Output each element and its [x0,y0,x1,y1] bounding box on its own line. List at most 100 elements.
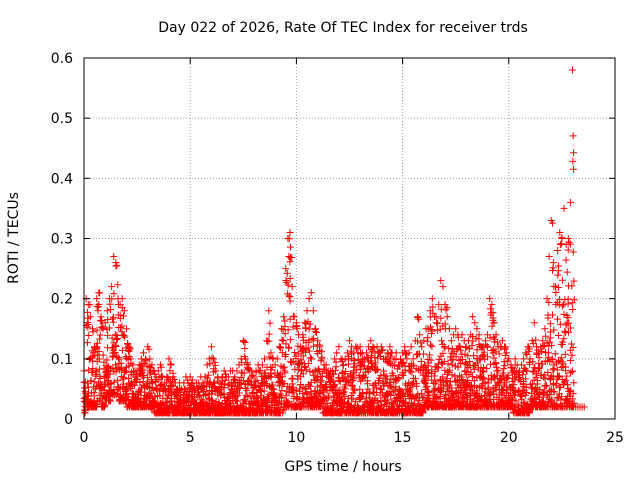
data-point [128,389,136,397]
data-point [233,367,241,375]
data-point [148,375,156,383]
data-point [484,343,492,351]
data-point [418,389,426,397]
data-point [87,377,95,385]
data-point [278,394,286,402]
data-point [341,393,349,401]
data-point [564,235,572,242]
data-point [357,366,365,374]
data-point [266,319,274,327]
data-point [331,381,339,389]
data-point [86,301,94,309]
data-point [565,328,573,336]
data-point [256,367,264,375]
data-point [92,366,100,374]
data-point [98,316,106,324]
data-point [432,313,440,321]
data-point [554,247,562,255]
data-point [167,361,175,369]
data-point [96,289,104,297]
data-point [509,384,517,392]
data-point [562,256,570,264]
data-point [396,355,404,363]
data-point [302,324,310,332]
data-point [212,367,220,375]
data-point [99,401,107,409]
data-point [557,240,565,248]
data-point [333,349,341,357]
data-point [560,335,568,343]
data-point [284,382,292,390]
data-point [570,296,578,304]
data-point [560,204,568,212]
x-tick-label: 0 [80,430,89,446]
data-point [455,392,463,400]
data-point [115,385,123,393]
data-point [286,258,294,266]
data-point [436,392,444,400]
data-point [569,395,577,403]
data-point [558,393,566,401]
data-point [220,367,228,375]
data-point [95,355,103,363]
data-point [448,393,456,401]
data-point [107,397,115,405]
data-point [529,340,537,348]
data-point [163,399,171,407]
data-point [118,295,126,303]
data-point [240,338,248,346]
data-point [439,349,447,357]
data-point [112,343,120,351]
data-point [510,402,518,410]
data-point [566,240,574,248]
data-point [384,390,392,398]
data-point [107,380,115,388]
data-point [335,343,343,351]
data-point [357,377,365,385]
data-point [389,371,397,379]
data-point [143,374,151,382]
data-point [309,307,317,315]
data-point [546,375,554,383]
data-point [468,373,476,381]
data-point [545,342,553,350]
data-point [118,322,126,330]
data-point [139,349,147,357]
data-point [123,390,131,398]
data-point [445,325,453,333]
data-point [546,320,554,328]
data-point [561,350,569,358]
data-point [535,391,543,399]
data-point [261,355,269,363]
data-point [399,359,407,367]
data-point [374,365,382,373]
data-point [492,331,500,339]
data-point [86,313,94,321]
data-point [363,377,371,385]
data-point [549,259,557,267]
data-point [346,337,353,345]
data-point [343,349,351,357]
data-point [546,334,554,342]
data-point [112,262,120,270]
data-point [299,352,307,360]
data-point [569,66,577,74]
data-point [433,326,441,334]
data-point [357,394,365,402]
data-point [503,349,511,357]
data-point [490,354,498,362]
data-point [458,331,466,339]
data-point [124,339,132,347]
data-point [420,350,428,358]
data-point [208,354,216,362]
data-point [415,315,423,323]
data-point [204,390,212,398]
y-tick-label: 0.2 [51,292,73,308]
data-point [99,325,107,333]
data-point [348,382,356,390]
data-point [569,132,577,140]
data-point [414,390,422,398]
data-point [453,395,461,403]
data-point [119,312,127,320]
data-point [258,361,266,369]
